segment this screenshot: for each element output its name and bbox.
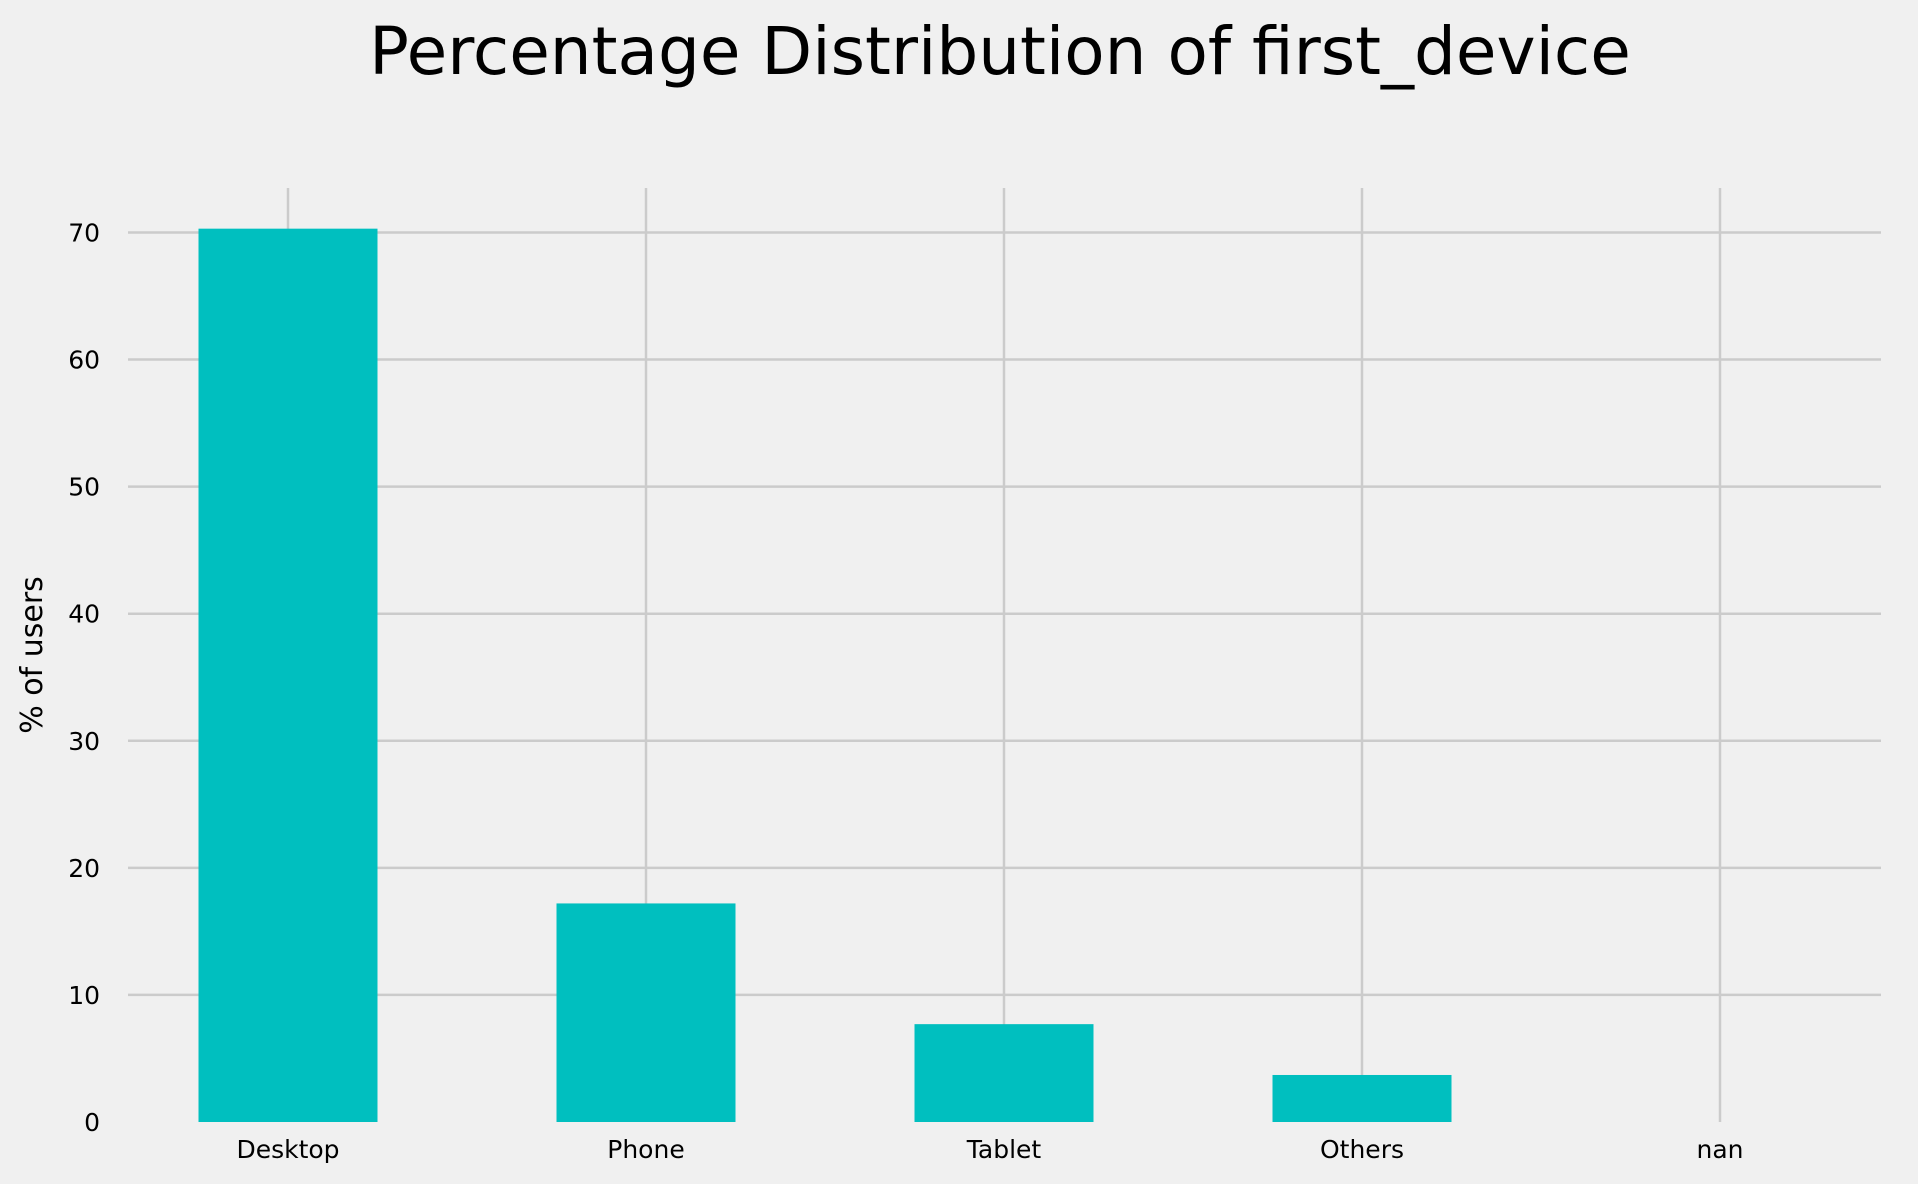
y-tick-label: 20 [68,854,100,883]
y-tick-label: 70 [68,218,100,247]
x-tick-label: Tablet [966,1135,1042,1164]
y-tick-label: 50 [68,473,100,502]
bar-others [1272,1074,1452,1122]
bar-phone [556,903,736,1122]
bar-desktop [198,228,378,1122]
x-tick-label: Phone [607,1135,684,1164]
x-tick-label: nan [1696,1135,1743,1164]
x-tick-labels: Desktop Phone Tablet Others nan [236,1135,1743,1164]
bars [198,228,1452,1122]
y-tick-label: 0 [84,1108,100,1137]
y-tick-label: 40 [68,600,100,629]
y-tick-label: 10 [68,981,100,1010]
chart-title: Percentage Distribution of first_device [369,13,1631,90]
x-tick-label: Desktop [236,1135,339,1164]
y-axis-label: % of users [15,576,50,734]
bar-tablet [914,1024,1094,1122]
y-tick-label: 30 [68,727,100,756]
y-tick-label: 60 [68,346,100,375]
y-tick-labels: 0 10 20 30 40 50 60 70 [68,218,100,1137]
x-tick-label: Others [1320,1135,1404,1164]
